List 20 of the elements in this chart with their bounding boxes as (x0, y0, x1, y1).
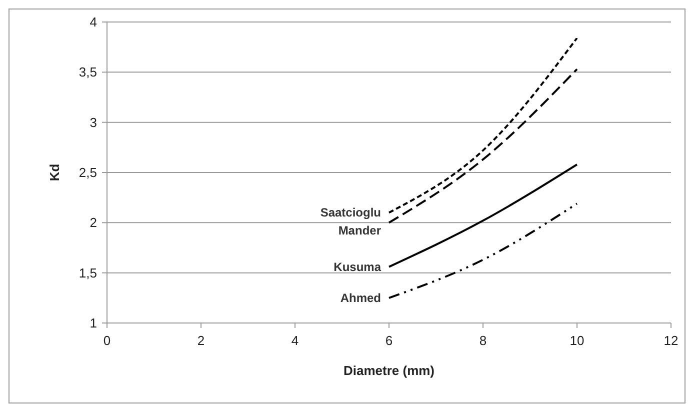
x-tick-label: 2 (197, 333, 205, 348)
x-tick-label: 10 (570, 333, 584, 348)
y-tick-label: 3 (90, 114, 97, 130)
x-tick-label: 0 (103, 333, 111, 348)
y-tick-label: 3,5 (78, 64, 97, 80)
series-label: Ahmed (340, 290, 381, 305)
series-label: Saatcioglu (320, 206, 381, 220)
x-tick-label: 6 (385, 333, 393, 348)
x-axis-title: Diametre (mm) (343, 363, 435, 378)
y-tick-label: 4 (90, 14, 97, 30)
y-tick-label: 1,5 (78, 265, 97, 280)
series-label: Kusuma (334, 260, 382, 274)
x-tick-label: 4 (291, 333, 299, 348)
y-tick-label: 2 (90, 215, 97, 230)
series-label: Mander (338, 224, 382, 238)
y-tick-label: 2,5 (78, 165, 97, 180)
x-tick-label: 8 (479, 333, 487, 348)
y-tick-label: 1 (90, 316, 97, 330)
x-tick-label: 12 (664, 333, 678, 348)
y-axis-title: Kd (47, 164, 62, 182)
